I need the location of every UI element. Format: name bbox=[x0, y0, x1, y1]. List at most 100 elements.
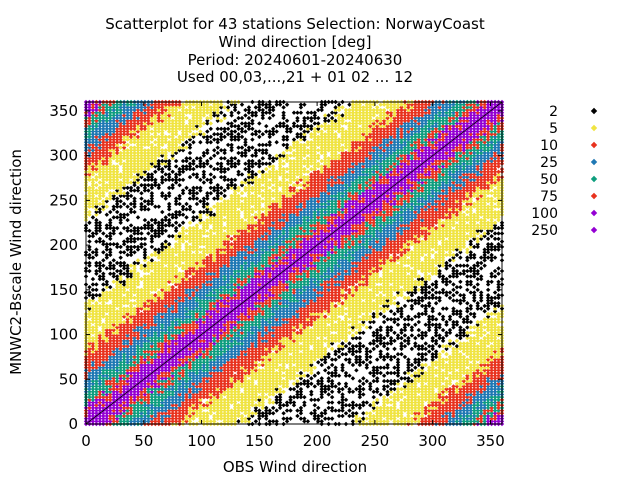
data-point bbox=[87, 102, 92, 107]
data-point bbox=[97, 121, 103, 126]
data-point bbox=[115, 373, 120, 378]
data-point bbox=[111, 274, 116, 279]
data-point bbox=[118, 349, 123, 354]
data-point bbox=[177, 209, 182, 215]
data-point bbox=[104, 233, 109, 239]
data-point bbox=[115, 338, 120, 344]
data-point bbox=[104, 419, 109, 424]
data-point bbox=[94, 301, 99, 306]
data-point bbox=[101, 182, 106, 188]
data-point bbox=[118, 295, 123, 301]
data-point bbox=[142, 217, 148, 223]
data-point bbox=[118, 411, 123, 416]
data-point bbox=[97, 260, 103, 266]
data-point bbox=[87, 301, 92, 306]
data-point bbox=[187, 150, 193, 156]
data-point bbox=[208, 156, 213, 161]
data-point bbox=[104, 284, 109, 290]
data-point bbox=[115, 301, 120, 306]
data-point bbox=[90, 250, 96, 255]
data-point bbox=[108, 196, 113, 201]
data-point bbox=[101, 282, 106, 287]
data-point bbox=[94, 204, 99, 209]
data-point bbox=[90, 330, 96, 335]
data-point bbox=[90, 132, 96, 137]
data-point bbox=[90, 153, 96, 158]
data-point bbox=[108, 365, 113, 370]
data-point bbox=[90, 311, 96, 317]
data-point bbox=[111, 317, 116, 322]
data-point bbox=[101, 360, 106, 365]
data-point bbox=[108, 352, 113, 357]
data-point bbox=[108, 193, 113, 199]
data-point bbox=[87, 137, 92, 142]
data-point bbox=[94, 386, 99, 392]
data-point bbox=[94, 239, 99, 244]
data-point bbox=[87, 233, 92, 239]
data-point bbox=[104, 317, 109, 322]
data-point bbox=[250, 137, 255, 142]
data-point bbox=[212, 153, 217, 158]
data-point bbox=[87, 145, 92, 150]
data-point bbox=[87, 244, 92, 250]
data-point bbox=[108, 126, 113, 132]
data-point bbox=[111, 102, 116, 107]
data-point bbox=[94, 325, 99, 330]
data-point bbox=[239, 126, 245, 132]
data-point bbox=[101, 137, 106, 142]
data-point bbox=[121, 397, 127, 403]
data-point bbox=[121, 384, 127, 389]
data-point bbox=[101, 164, 106, 169]
data-point bbox=[108, 180, 113, 185]
data-point bbox=[115, 276, 120, 282]
data-point bbox=[87, 368, 92, 373]
data-point bbox=[243, 137, 248, 142]
data-point bbox=[111, 376, 116, 381]
data-point bbox=[111, 311, 116, 317]
data-point bbox=[104, 199, 109, 204]
data-point bbox=[101, 207, 106, 212]
data-point bbox=[108, 263, 113, 268]
data-point bbox=[101, 368, 106, 373]
data-point bbox=[101, 204, 106, 209]
data-point bbox=[104, 360, 109, 365]
data-point bbox=[108, 115, 113, 121]
data-point bbox=[94, 129, 99, 134]
data-point bbox=[87, 405, 92, 411]
data-point bbox=[108, 343, 113, 349]
data-point bbox=[215, 150, 220, 156]
data-point bbox=[97, 145, 103, 150]
data-point bbox=[111, 169, 116, 174]
data-point bbox=[128, 185, 134, 191]
data-point bbox=[90, 376, 96, 381]
data-point bbox=[104, 266, 109, 271]
data-point bbox=[90, 191, 96, 196]
data-point bbox=[108, 325, 113, 330]
data-point bbox=[108, 362, 113, 368]
data-point bbox=[87, 212, 92, 217]
data-point bbox=[94, 132, 99, 137]
data-point bbox=[97, 343, 103, 349]
data-point bbox=[90, 392, 96, 397]
data-point bbox=[104, 373, 109, 378]
data-point bbox=[104, 174, 109, 180]
data-point bbox=[115, 368, 120, 373]
data-point bbox=[111, 132, 116, 137]
data-point bbox=[87, 209, 92, 215]
data-point bbox=[97, 381, 103, 386]
data-point bbox=[101, 389, 106, 394]
data-point bbox=[101, 105, 106, 110]
data-point bbox=[194, 191, 200, 196]
data-point bbox=[118, 102, 123, 107]
data-point bbox=[87, 255, 92, 260]
data-point bbox=[115, 209, 120, 215]
data-point bbox=[90, 378, 96, 384]
data-point bbox=[101, 384, 106, 389]
data-point bbox=[104, 335, 109, 341]
data-point bbox=[94, 346, 99, 352]
data-point bbox=[101, 199, 106, 204]
data-point bbox=[87, 284, 92, 290]
data-point bbox=[94, 389, 99, 394]
data-point bbox=[208, 164, 213, 169]
data-point bbox=[225, 105, 231, 110]
